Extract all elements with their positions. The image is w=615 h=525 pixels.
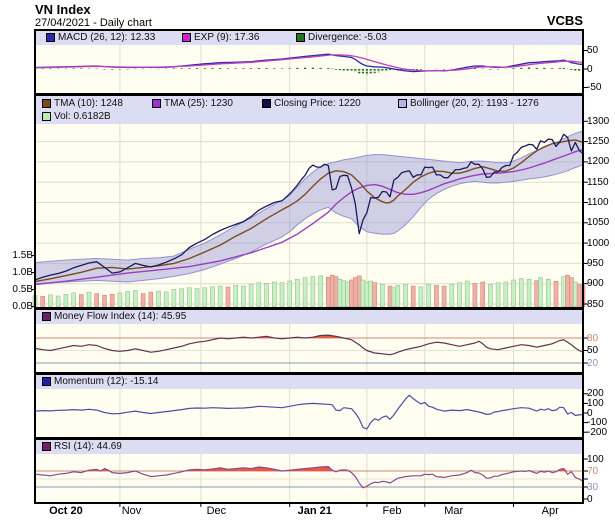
y-axis-tick-label: -50 xyxy=(587,82,602,93)
legend-swatch-icon xyxy=(42,112,51,121)
y-axis-tick-label: 0 xyxy=(587,407,593,419)
y-axis-tick-label: 100 xyxy=(587,397,604,409)
y-axis-tick-label: 1300 xyxy=(587,115,610,127)
legend-item-macd-1: EXP (9): 17.36 xyxy=(182,32,259,44)
x-axis-month-label: Oct 20 xyxy=(49,505,83,517)
y-axis-tick-label: 1200 xyxy=(587,156,610,168)
y-axis-tick-label: 1250 xyxy=(587,136,610,148)
y-axis-tick-label: 20 xyxy=(587,357,599,369)
legend-swatch-icon xyxy=(42,442,51,451)
x-axis-month-label: Feb xyxy=(382,505,402,517)
legend-swatch-icon xyxy=(152,98,161,108)
y-axis-tick-label: 100 xyxy=(587,453,604,465)
y-axis-tick-label: -100 xyxy=(587,417,608,429)
volume-axis-tick-label: 0.5B xyxy=(12,284,33,295)
legend-swatch-icon xyxy=(42,98,51,108)
legend-item-main-row1-1: TMA (25): 1230 xyxy=(152,97,233,109)
legend-item-momentum-0: Momentum (12): -15.14 xyxy=(42,376,159,388)
chart-subtitle: 27/04/2021 - Daily chart xyxy=(35,17,152,29)
legend-item-macd-0: MACD (26, 12): 12.33 xyxy=(46,32,155,44)
y-axis-tick-label: 70 xyxy=(587,465,599,477)
x-axis-month-label: Mar xyxy=(444,505,464,517)
y-axis-tick-label: -200 xyxy=(587,426,608,438)
legend-item-mfi-0: Money Flow Index (14): 45.95 xyxy=(42,311,186,323)
legend-item-main-row1-0: TMA (10): 1248 xyxy=(42,97,123,109)
legend-swatch-icon xyxy=(182,33,191,42)
volume-axis-tick-label: 1.0B xyxy=(12,267,33,278)
legend-swatch-icon xyxy=(398,98,407,108)
y-axis-tick-label: 30 xyxy=(587,481,599,493)
page-title: VN Index xyxy=(35,2,91,17)
y-axis-tick-label: 1100 xyxy=(587,197,609,208)
x-axis-month-label: Nov xyxy=(121,505,142,517)
y-axis-tick-label: 0 xyxy=(587,63,593,75)
y-axis-tick-label: 80 xyxy=(587,332,599,344)
legend-item-macd-2: Divergence: -5.03 xyxy=(296,32,387,44)
brand-logo: VCBS xyxy=(546,13,583,28)
y-axis-tick-label: 950 xyxy=(587,257,604,269)
y-axis-tick-label: 50 xyxy=(587,45,599,56)
legend-swatch-icon xyxy=(46,33,55,42)
y-axis-tick-label: 900 xyxy=(587,278,604,290)
y-axis-tick-label: 0 xyxy=(587,493,593,505)
legend-item-main-row2-0: Vol: 0.6182B xyxy=(42,111,111,123)
x-axis-month-label: Apr xyxy=(541,505,559,517)
y-axis-tick-label: 1150 xyxy=(587,176,609,188)
x-axis-month-label: Jan 21 xyxy=(297,505,332,517)
legend-swatch-icon xyxy=(262,98,271,108)
y-axis-tick-label: 1050 xyxy=(587,217,610,229)
y-axis-tick-label: 1000 xyxy=(587,237,610,249)
y-axis-tick-label: 200 xyxy=(587,388,604,400)
volume-axis-tick-label: 0.0B xyxy=(12,301,33,312)
legend-swatch-icon xyxy=(296,33,305,42)
volume-axis-tick-label: 1.5B xyxy=(12,250,33,261)
legend-item-rsi-0: RSI (14): 44.69 xyxy=(42,441,122,453)
y-axis-tick-label: 850 xyxy=(587,298,604,310)
y-axis-tick-label: 50 xyxy=(587,345,599,356)
legend-swatch-icon xyxy=(42,377,51,386)
legend-item-main-row1-2: Closing Price: 1220 xyxy=(262,97,361,109)
legend-swatch-icon xyxy=(42,312,51,321)
legend-item-main-row1-3: Bollinger (20, 2): 1193 - 1276 xyxy=(398,97,539,109)
x-axis-month-label: Dec xyxy=(206,505,227,517)
